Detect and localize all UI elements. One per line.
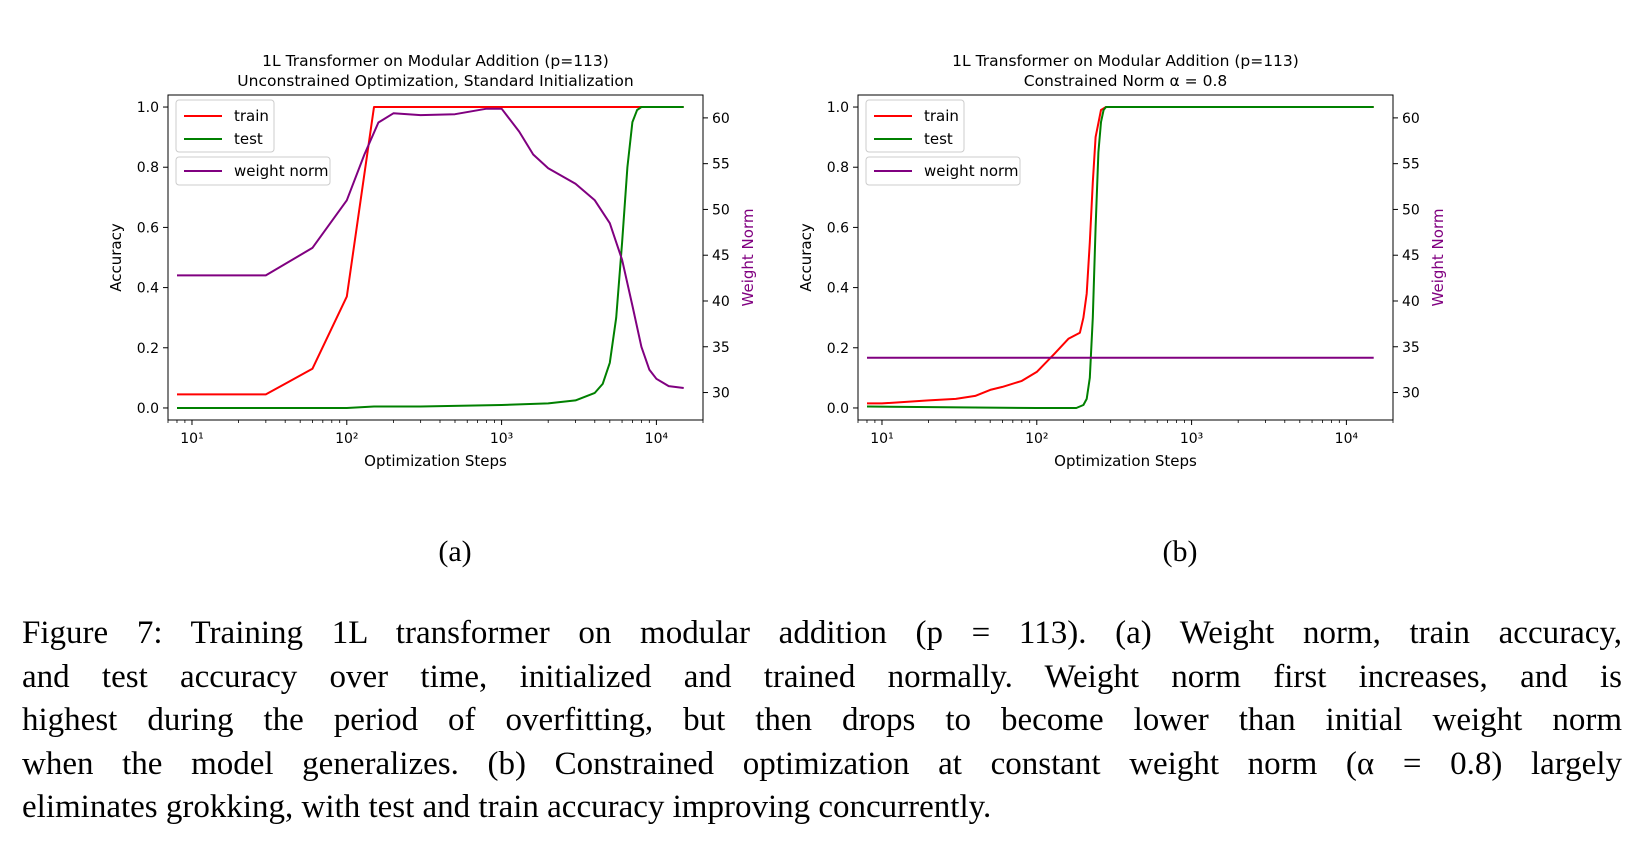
y-tick-label: 0.0 [137, 401, 159, 417]
y-right-tick-label: 60 [1402, 111, 1420, 127]
x-tick-label: 10² [335, 431, 358, 447]
legend-label-weight-norm: weight norm [234, 162, 329, 180]
x-tick-label: 10¹ [870, 431, 893, 447]
x-tick-label: 10³ [1180, 431, 1203, 447]
plot-frame [167, 94, 704, 421]
chart-subtitle: Constrained Norm α = 0.8 [1024, 72, 1228, 90]
legend-label-train: train [234, 107, 269, 125]
caption-line: highest during the period of overfitting… [22, 702, 1622, 738]
legend-box [175, 156, 331, 186]
caption-line: Figure 7: Training 1L transformer on mod… [22, 615, 1622, 651]
x-tick-label: 10² [1025, 431, 1048, 447]
legend-label-test: test [924, 130, 953, 148]
legend-label-train: train [924, 107, 959, 125]
x-tick-label: 10⁴ [1335, 431, 1359, 447]
caption-line: eliminates grokking, with test and train… [22, 789, 992, 825]
y-tick-label: 1.0 [137, 100, 159, 116]
y-tick-label: 0.6 [827, 220, 849, 236]
y-right-tick-label: 45 [712, 248, 730, 264]
series-line-train [867, 106, 1374, 405]
y-right-tick-label: 60 [712, 111, 730, 127]
y-right-tick-label: 30 [712, 386, 730, 402]
x-axis-label: Optimization Steps [1054, 452, 1197, 470]
y-right-tick-label: 40 [712, 294, 730, 310]
legend-label-test: test [234, 130, 263, 148]
y-right-tick-label: 45 [1402, 248, 1420, 264]
y-right-axis-label: Weight Norm [739, 209, 757, 307]
y-right-tick-label: 30 [1402, 386, 1420, 402]
y-right-tick-label: 55 [712, 157, 730, 173]
panel-a-label: (a) [438, 535, 472, 568]
chart-title: 1L Transformer on Modular Addition (p=11… [952, 52, 1299, 70]
plot-frame [857, 94, 1394, 421]
chart-title: 1L Transformer on Modular Addition (p=11… [262, 52, 609, 70]
y-tick-label: 0.2 [137, 341, 159, 357]
legend-label-weight-norm: weight norm [924, 162, 1019, 180]
caption-line: when the model generalizes. (b) Constrai… [22, 745, 1622, 782]
x-tick-label: 10³ [490, 431, 513, 447]
y-tick-label: 0.2 [827, 341, 849, 357]
figure-caption: Figure 7: Training 1L transformer on mod… [22, 612, 1622, 830]
series-line-train [177, 106, 684, 396]
series-line-test [866, 106, 1374, 409]
y-tick-label: 0.0 [827, 401, 849, 417]
y-right-tick-label: 35 [712, 340, 730, 356]
series-line-test [177, 106, 684, 409]
x-axis-label: Optimization Steps [364, 452, 507, 470]
y-tick-label: 0.4 [827, 281, 849, 297]
y-tick-label: 0.4 [137, 281, 159, 297]
chart-panel-b: 1L Transformer on Modular Addition (p=11… [797, 52, 1447, 470]
caption-line: and test accuracy over time, initialized… [22, 658, 1622, 695]
y-right-axis-label: Weight Norm [1429, 209, 1447, 307]
y-right-tick-label: 50 [1402, 202, 1420, 218]
y-tick-label: 0.8 [137, 160, 159, 176]
legend-box [865, 156, 1021, 186]
y-tick-label: 0.8 [827, 160, 849, 176]
x-tick-label: 10¹ [180, 431, 203, 447]
x-tick-label: 10⁴ [645, 431, 669, 447]
y-right-tick-label: 40 [1402, 294, 1420, 310]
series-line-weight-norm [177, 107, 684, 389]
y-right-tick-label: 50 [712, 202, 730, 218]
y-right-tick-label: 35 [1402, 340, 1420, 356]
chart-panel-a: 1L Transformer on Modular Addition (p=11… [107, 52, 757, 470]
panel-b-label: (b) [1162, 535, 1198, 568]
y-right-tick-label: 55 [1402, 157, 1420, 173]
y-tick-label: 1.0 [827, 100, 849, 116]
y-axis-label: Accuracy [797, 223, 815, 292]
chart-subtitle: Unconstrained Optimization, Standard Ini… [237, 72, 633, 90]
y-tick-label: 0.6 [137, 220, 159, 236]
y-axis-label: Accuracy [107, 223, 125, 292]
